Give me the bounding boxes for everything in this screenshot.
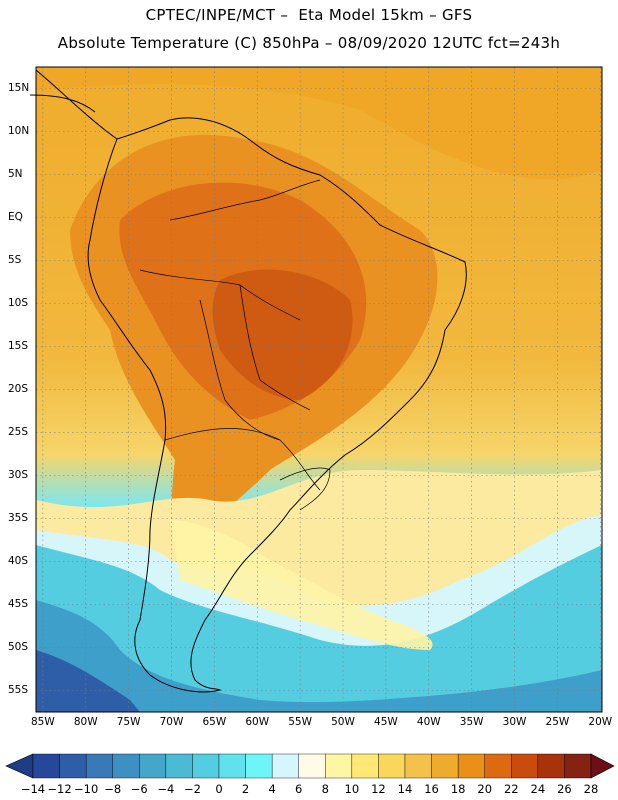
lon-label: 35W: [459, 716, 484, 728]
colorbar-swatch: [59, 753, 87, 779]
colorbar-label: −14: [20, 782, 46, 796]
lon-label: 50W: [331, 716, 355, 728]
lat-label: 15S: [8, 339, 29, 352]
colorbar-label: −8: [104, 782, 122, 796]
map-title-line-2: Absolute Temperature (C) 850hPa – 08/09/…: [57, 34, 561, 52]
colorbar-swatch: [192, 753, 220, 779]
lat-label: 45S: [8, 597, 29, 610]
lat-label: EQ: [8, 210, 23, 223]
colorbar-swatch: [431, 753, 459, 779]
coastline: [29, 69, 467, 693]
colorbar-swatch: [537, 753, 565, 779]
colorbar-swatch: [298, 753, 326, 779]
colorbar-swatch: [325, 753, 353, 779]
lat-label: 10N: [8, 124, 30, 137]
colorbar-swatch: [511, 753, 539, 779]
lon-label: 30W: [502, 716, 527, 728]
colorbar-swatch: [112, 753, 140, 779]
map-title-line-1: CPTEC/INPE/MCT – Eta Model 15km – GFS: [145, 6, 473, 24]
lat-label: 35S: [8, 511, 29, 524]
lon-label: 55W: [288, 716, 312, 728]
lat-label: 50S: [8, 640, 29, 653]
colorbar-swatch: [404, 753, 432, 779]
colorbar-label: −4: [157, 782, 175, 796]
temperature-field: [36, 67, 602, 712]
colorbar-label: 2: [241, 782, 250, 796]
colorbar-label: 22: [503, 782, 519, 796]
colorbar-label: −12: [47, 782, 72, 796]
colorbar-label: 24: [530, 782, 546, 796]
lon-label: 65W: [202, 716, 227, 728]
country-borders: [139, 179, 331, 511]
colorbar-swatch: [484, 753, 512, 779]
lat-label: 15N: [8, 81, 30, 94]
lat-label: 25S: [8, 425, 29, 438]
lon-label: 85W: [30, 716, 55, 728]
colorbar-label: −2: [183, 782, 201, 796]
colorbar-label: 28: [583, 782, 599, 796]
colorbar-label: 8: [321, 782, 329, 796]
lon-label: 20W: [588, 716, 613, 728]
colorbar-swatch: [271, 753, 299, 779]
colorbar-swatch: [564, 753, 592, 779]
colorbar-swatch: [378, 753, 406, 779]
colorbar-label: 4: [268, 782, 276, 796]
colorbar-over-arrow: [590, 753, 615, 779]
lon-label: 45W: [374, 716, 398, 728]
colorbar-label: 12: [371, 782, 386, 796]
lon-label: 75W: [116, 716, 141, 728]
colorbar-label: 10: [344, 782, 360, 796]
colorbar-swatch: [218, 753, 246, 779]
lon-label: 60W: [245, 716, 270, 728]
lat-label: 30S: [8, 468, 29, 481]
lat-label: 10S: [8, 296, 29, 309]
colorbar-swatch: [165, 753, 193, 779]
colorbar-swatch: [32, 753, 60, 779]
lat-label: 55S: [8, 683, 29, 696]
colorbar-under-arrow: [5, 753, 34, 779]
lat-label: 40S: [8, 554, 29, 567]
lon-label: 40W: [416, 716, 441, 728]
colorbar-label: 0: [215, 782, 223, 796]
colorbar-label: 6: [295, 782, 303, 796]
lon-label: 80W: [73, 716, 98, 728]
lon-label: 25W: [545, 716, 570, 728]
colorbar-swatch: [85, 753, 113, 779]
colorbar-label: 14: [397, 782, 413, 796]
colorbar-label: −6: [130, 782, 148, 796]
map-frame: [35, 66, 603, 713]
colorbar-label: 26: [557, 782, 572, 796]
colorbar-label: 20: [477, 782, 493, 796]
colorbar-swatch: [351, 753, 379, 779]
colorbar-swatch: [139, 753, 167, 779]
colorbar-label: 16: [424, 782, 439, 796]
lon-label: 70W: [159, 716, 184, 728]
colorbar-label: −10: [74, 782, 99, 796]
colorbar-label: 18: [450, 782, 466, 796]
lat-label: 20S: [8, 382, 29, 395]
lat-label: 5S: [8, 253, 22, 266]
lat-label: 5N: [8, 167, 23, 180]
colorbar-swatch: [245, 753, 273, 779]
colorbar-swatch: [457, 753, 485, 779]
colorbar: [5, 753, 615, 779]
